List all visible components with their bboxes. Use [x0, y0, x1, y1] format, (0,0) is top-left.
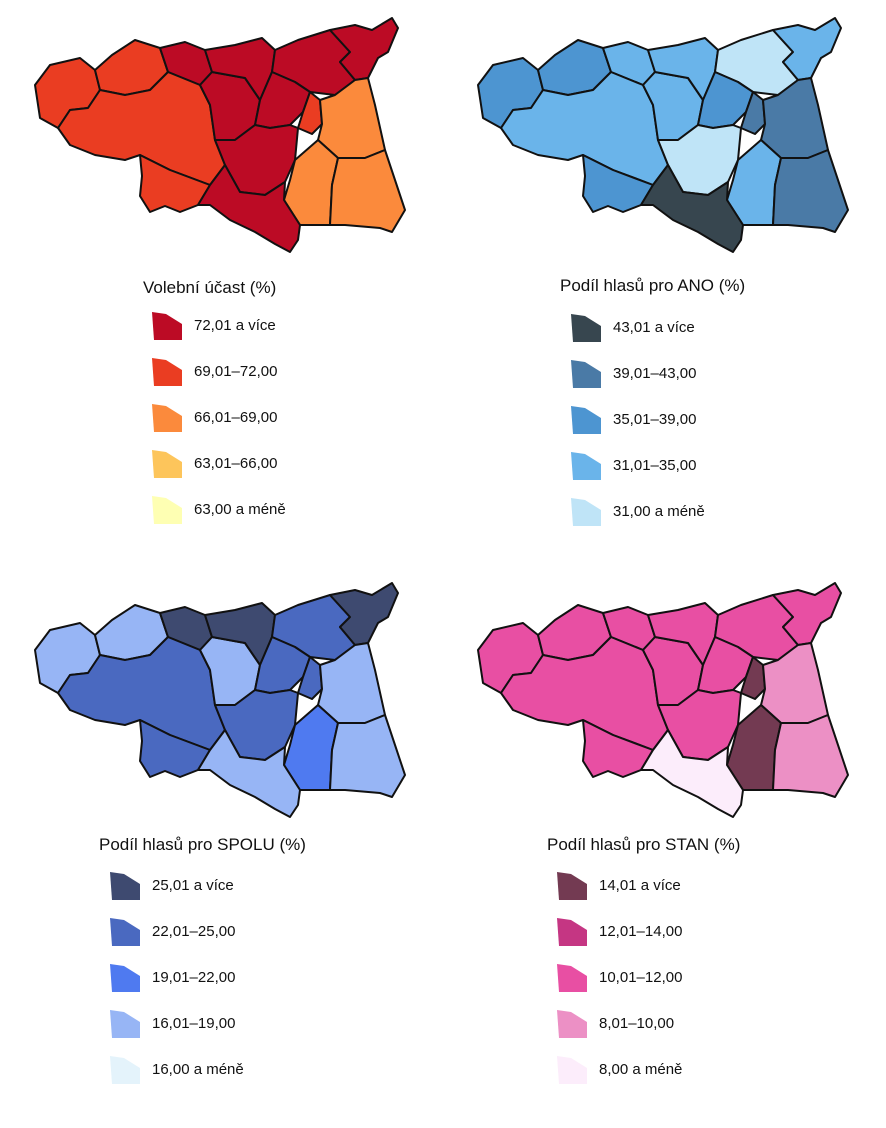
choropleth-map-ano	[477, 17, 849, 253]
legend-swatch	[110, 1010, 140, 1038]
region-9	[772, 582, 842, 646]
legend-label: 12,01–14,00	[599, 923, 683, 940]
map-panel-spolu: Podíl hlasů pro SPOLU (%) 25,01 a více 22…	[0, 565, 443, 1128]
map-panel-turnout: Volební účast (%) 72,01 a více 69,01–72,0…	[0, 0, 443, 560]
map-panel-stan: Podíl hlasů pro STAN (%) 14,01 a více 12,…	[443, 565, 886, 1128]
region-16	[197, 729, 301, 818]
legend-swatch	[571, 360, 601, 388]
region-16	[197, 164, 301, 253]
legend-swatch	[571, 498, 601, 526]
legend-label: 16,01–19,00	[152, 1015, 236, 1032]
region-5	[582, 154, 654, 213]
legend-swatch	[152, 312, 182, 340]
legend-swatch	[557, 964, 587, 992]
legend-label: 25,01 a více	[152, 877, 234, 894]
legend-swatch	[110, 918, 140, 946]
legend-label: 72,01 a více	[194, 317, 276, 334]
region-9	[329, 17, 399, 81]
legend-swatch	[571, 406, 601, 434]
legend-label: 39,01–43,00	[613, 365, 697, 382]
legend-label: 22,01–25,00	[152, 923, 236, 940]
legend-title: Volební účast (%)	[143, 278, 277, 297]
legend-label: 14,01 a více	[599, 877, 681, 894]
legend-label: 8,00 a méně	[599, 1061, 683, 1078]
legend-swatch	[110, 1056, 140, 1084]
region-15	[329, 149, 406, 233]
legend-label: 31,00 a méně	[613, 503, 705, 520]
legend-swatch	[110, 964, 140, 992]
legend-swatch	[152, 404, 182, 432]
legend-swatch	[557, 1056, 587, 1084]
region-9	[329, 582, 399, 646]
region-15	[772, 149, 849, 233]
legend-swatch	[110, 872, 140, 900]
legend-label: 10,01–12,00	[599, 969, 683, 986]
region-15	[329, 714, 406, 798]
choropleth-map-spolu	[34, 582, 406, 818]
region-5	[582, 719, 654, 778]
region-5	[139, 719, 211, 778]
region-15	[772, 714, 849, 798]
legend-swatch	[557, 918, 587, 946]
legend-swatch	[152, 450, 182, 478]
legend-label: 19,01–22,00	[152, 969, 236, 986]
legend-swatch	[152, 358, 182, 386]
legend-label: 63,01–66,00	[194, 455, 278, 472]
legend-label: 43,01 a více	[613, 319, 695, 336]
legend-swatch	[557, 872, 587, 900]
region-16	[640, 164, 744, 253]
map-panel-ano: Podíl hlasů pro ANO (%) 43,01 a více 39,0…	[443, 0, 886, 560]
legend-title: Podíl hlasů pro SPOLU (%)	[99, 835, 306, 854]
choropleth-map-turnout	[34, 17, 406, 253]
legend-swatch	[571, 452, 601, 480]
legend-label: 66,01–69,00	[194, 409, 278, 426]
legend-label: 31,01–35,00	[613, 457, 697, 474]
legend-title: Podíl hlasů pro ANO (%)	[560, 276, 746, 295]
legend-label: 16,00 a méně	[152, 1061, 244, 1078]
legend-swatch	[571, 314, 601, 342]
legend-swatch	[152, 496, 182, 524]
region-5	[139, 154, 211, 213]
legend-title: Podíl hlasů pro STAN (%)	[547, 835, 741, 854]
legend-label: 63,00 a méně	[194, 501, 286, 518]
legend-label: 8,01–10,00	[599, 1015, 675, 1032]
legend-swatch	[557, 1010, 587, 1038]
region-9	[772, 17, 842, 81]
legend-label: 35,01–39,00	[613, 411, 697, 428]
choropleth-map-stan	[477, 582, 849, 818]
region-16	[640, 729, 744, 818]
legend-label: 69,01–72,00	[194, 363, 278, 380]
